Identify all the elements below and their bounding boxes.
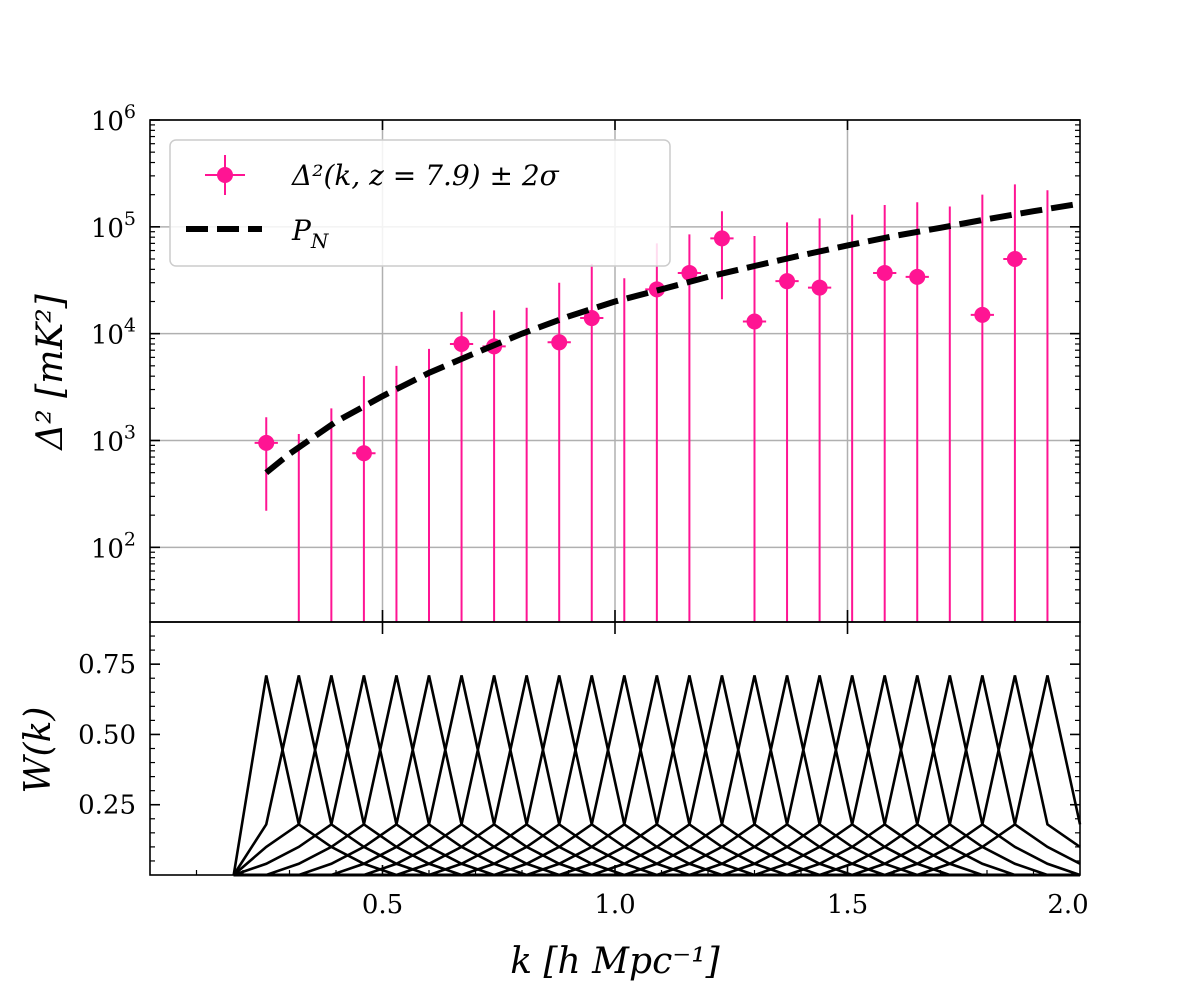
top-y-tick-label: 104 bbox=[91, 315, 136, 351]
legend-label-noise: PN bbox=[291, 214, 330, 253]
bottom-y-tick-label: 0.25 bbox=[78, 791, 136, 821]
data-point bbox=[355, 445, 372, 462]
data-point bbox=[583, 310, 600, 327]
tick-base: 10 bbox=[91, 534, 124, 564]
tick-exponent: 2 bbox=[124, 528, 136, 550]
tick-exponent: 6 bbox=[124, 101, 136, 123]
data-point bbox=[974, 306, 991, 323]
top-y-tick-label: 106 bbox=[91, 101, 136, 137]
bottom-y-axis-label: W(k) bbox=[18, 707, 59, 794]
top-y-tick-label: 105 bbox=[91, 208, 136, 244]
bottom-panel-series bbox=[232, 675, 1082, 877]
tick-base: 10 bbox=[91, 427, 124, 457]
data-point bbox=[876, 264, 893, 281]
x-axis-label: k [h Mpc⁻¹] bbox=[510, 941, 720, 982]
top-panel-series bbox=[254, 184, 1081, 622]
tick-base: 10 bbox=[91, 321, 124, 351]
top-y-axis-label: Δ² [mK²] bbox=[30, 293, 71, 451]
top-y-tick-label: 103 bbox=[91, 421, 136, 457]
data-point bbox=[779, 273, 796, 290]
legend-label-points: Δ²(k, z = 7.9) ± 2σ bbox=[291, 159, 560, 192]
tick-exponent: 3 bbox=[124, 421, 136, 443]
data-point bbox=[551, 334, 568, 351]
noise-curve bbox=[264, 200, 1081, 475]
data-point bbox=[258, 434, 275, 451]
tick-exponent: 5 bbox=[124, 208, 136, 230]
data-point bbox=[909, 268, 926, 285]
bottom-panel-frame bbox=[149, 621, 1081, 876]
tick-exponent: 4 bbox=[124, 315, 136, 337]
data-point bbox=[746, 313, 763, 330]
x-tick-label: 1.5 bbox=[827, 890, 868, 920]
data-point bbox=[453, 336, 470, 353]
data-point bbox=[811, 279, 828, 296]
legend-box bbox=[169, 139, 671, 267]
legend: Δ²(k, z = 7.9) ± 2σ PN bbox=[169, 139, 671, 267]
x-tick-label: 0.5 bbox=[362, 890, 403, 920]
bottom-y-tick-label: 0.75 bbox=[78, 650, 136, 680]
data-point bbox=[1006, 250, 1023, 267]
bottom-y-tick-label: 0.50 bbox=[78, 720, 136, 750]
data-point bbox=[681, 264, 698, 281]
top-y-tick-label: 102 bbox=[91, 528, 136, 564]
x-tick-label: 2.0 bbox=[1047, 890, 1088, 920]
legend-marker bbox=[217, 167, 233, 183]
bottom-panel-ticks: 0.5 1.0 1.5 2.0 0.25 0.50 0.75 bbox=[78, 635, 1089, 920]
legend-label-noise-sub: N bbox=[310, 229, 330, 253]
tick-base: 10 bbox=[91, 107, 124, 137]
legend-label-noise-base: P bbox=[291, 214, 312, 247]
x-tick-label: 1.0 bbox=[594, 890, 635, 920]
tick-base: 10 bbox=[91, 214, 124, 244]
bottom-panel-border bbox=[149, 621, 1081, 876]
data-point bbox=[713, 230, 730, 247]
